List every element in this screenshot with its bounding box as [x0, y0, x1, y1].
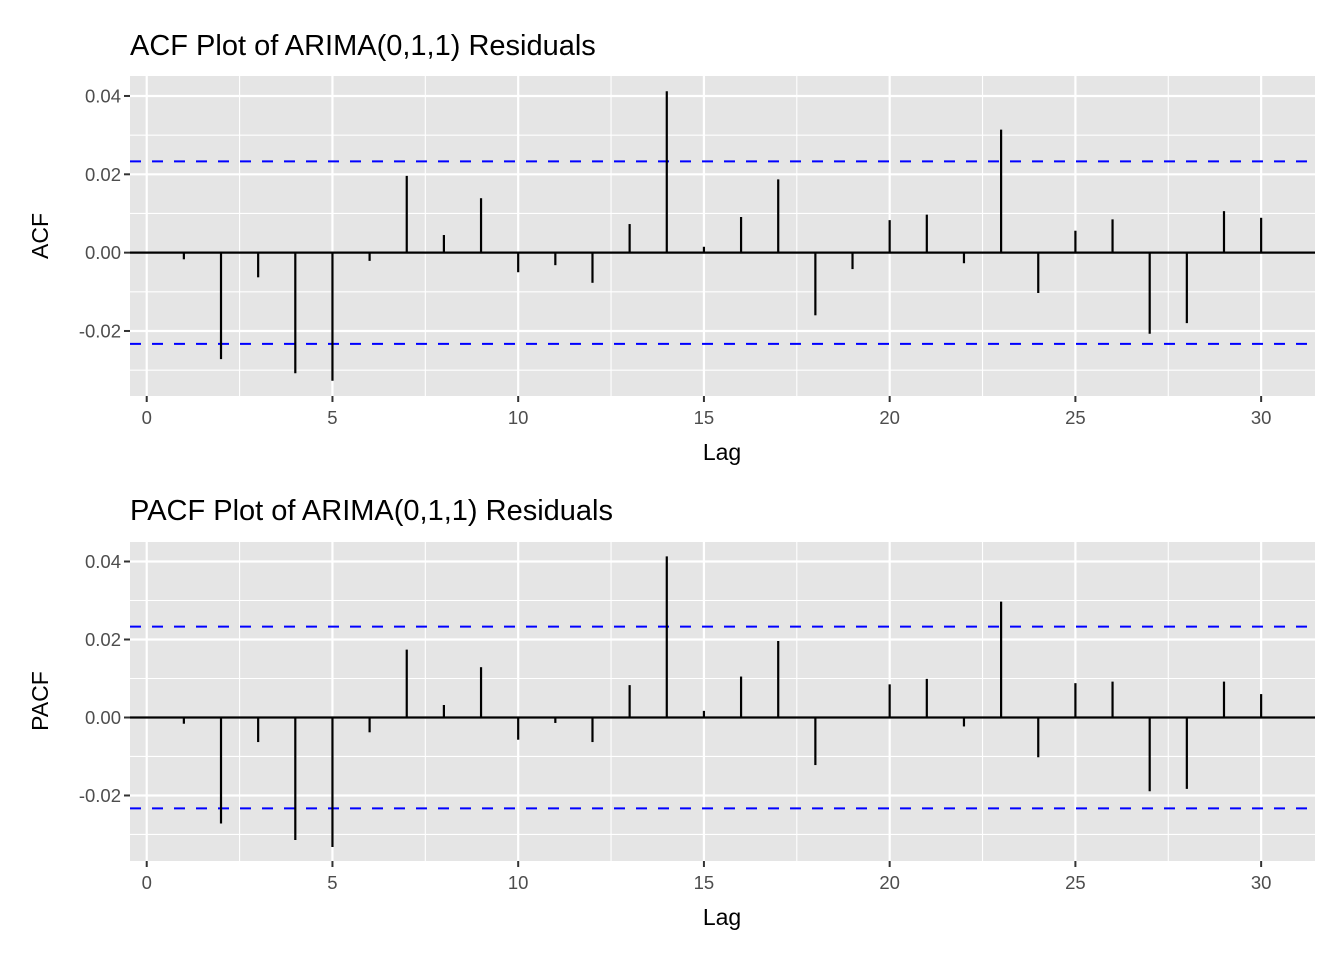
y-tick-label: 0.04: [85, 551, 121, 572]
y-tick-label: -0.02: [79, 320, 121, 341]
x-tick-label: 25: [1065, 872, 1086, 893]
x-tick-label: 10: [508, 872, 529, 893]
plot-panel: [130, 76, 1315, 396]
y-tick-label: 0.00: [85, 242, 121, 263]
x-axis-title: Lag: [703, 904, 741, 930]
x-tick-label: 15: [694, 407, 715, 428]
chart-title: PACF Plot of ARIMA(0,1,1) Residuals: [130, 495, 613, 527]
y-axis-title: ACF: [27, 213, 53, 259]
y-tick-label: 0.02: [85, 629, 121, 650]
y-axis-title: PACF: [27, 671, 53, 731]
y-tick-label: 0.04: [85, 85, 121, 106]
y-tick-label: -0.02: [79, 785, 121, 806]
plot-panel: [130, 542, 1315, 861]
x-tick-label: 30: [1251, 407, 1272, 428]
y-tick-label: 0.02: [85, 164, 121, 185]
x-tick-label: 0: [142, 407, 152, 428]
y-tick-label: 0.00: [85, 707, 121, 728]
x-tick-label: 25: [1065, 407, 1086, 428]
x-axis-title: Lag: [703, 439, 741, 465]
x-tick-label: 20: [879, 872, 900, 893]
x-tick-label: 20: [879, 407, 900, 428]
x-tick-label: 0: [142, 872, 152, 893]
x-tick-label: 30: [1251, 872, 1272, 893]
x-tick-label: 5: [327, 407, 337, 428]
plot-layer: -0.02 0.00 0.02 0.04 0 5 10 15 20 25 30: [79, 76, 1315, 428]
x-tick-label: 5: [327, 872, 337, 893]
plot-layer: -0.02 0.00 0.02 0.04 0 5 10 15 20 25 30: [79, 542, 1315, 893]
x-tick-label: 10: [508, 407, 529, 428]
x-tick-label: 15: [694, 872, 715, 893]
acf-chart: -0.02 0.00 0.02 0.04 0 5 10 15 20 25 30 ACF Plot o…: [27, 30, 1315, 465]
pacf-chart: -0.02 0.00 0.02 0.04 0 5 10 15 20 25 30 PACF Plot …: [27, 495, 1315, 930]
chart-title: ACF Plot of ARIMA(0,1,1) Residuals: [130, 30, 596, 62]
